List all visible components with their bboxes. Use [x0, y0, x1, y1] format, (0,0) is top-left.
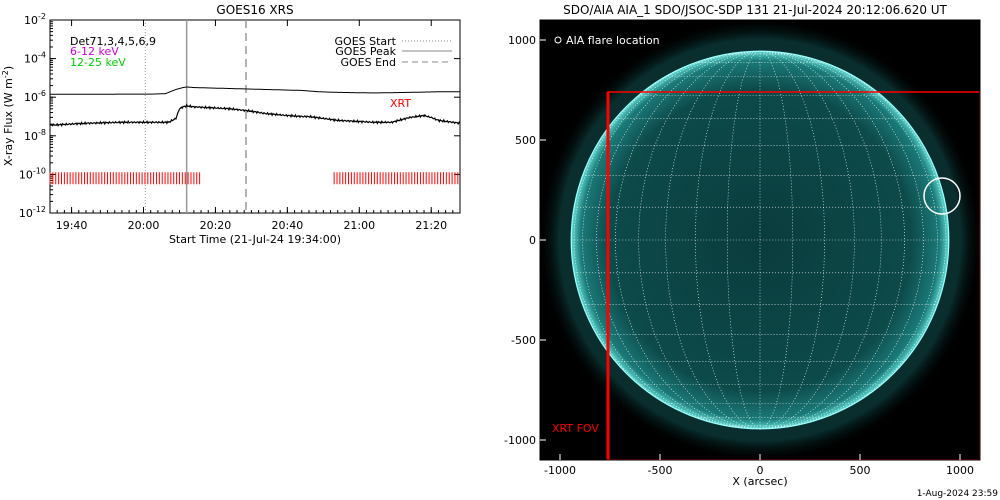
- goes-y-axis-label: X-ray Flux (W m-2): [1, 66, 15, 166]
- legend-left: Det71,3,4,5,6,9 6-12 keV 12-25 keV: [70, 35, 156, 69]
- aia-title: SDO/AIA AIA_1 SDO/JSOC-SDP 131 21-Jul-20…: [563, 3, 947, 17]
- goes-y-tick-label: 10-8: [24, 128, 46, 143]
- legend-detectors: Det71,3,4,5,6,9: [70, 35, 156, 48]
- aia-y-tick-label: 0: [529, 234, 536, 247]
- goes-x-tick-label: 19:40: [56, 219, 88, 232]
- aia-x-axis-label: X (arcsec): [732, 475, 787, 488]
- longitude-line: [665, 50, 761, 430]
- goes-series: [49, 86, 461, 128]
- goes-y-tick-label: 10-6: [24, 89, 46, 104]
- goes-panel: GOES16 XRS 10-2 10-4 10-6 10-8 10-10 10-12 19…: [1, 3, 461, 246]
- longitude-line: [759, 50, 825, 430]
- longitude-line: [638, 50, 761, 430]
- goes-event-lines: [144, 20, 247, 213]
- legend-12-25kev: 12-25 keV: [70, 56, 126, 69]
- goes-x-tick-label: 21:20: [415, 219, 447, 232]
- flare-location-circle: [923, 177, 961, 215]
- aia-y-tick-label: 1000: [508, 34, 536, 47]
- longitude-line: [573, 50, 761, 430]
- goes-y-tick-label: 10-12: [19, 205, 46, 220]
- legend-flare-location: AIA flare location: [566, 34, 660, 47]
- aia-x-axis: -1000 -500 0 500 1000: [544, 454, 974, 477]
- longitude-line: [759, 50, 938, 430]
- goes-y-axis: 10-2 10-4 10-6 10-8 10-10 10-12: [19, 12, 460, 220]
- aia-x-tick-label: -500: [648, 464, 673, 477]
- aia-y-tick-label: -1000: [504, 434, 536, 447]
- xrt-fov-left-edge: [606, 92, 610, 460]
- goes-series-line: [49, 103, 461, 128]
- goes-x-axis-label: Start Time (21-Jul-24 19:34:00): [169, 233, 341, 246]
- goes-x-tick-label: 20:20: [200, 219, 232, 232]
- aia-y-tick-label: -500: [511, 334, 536, 347]
- aia-y-tick-label: 500: [515, 134, 536, 147]
- goes-y-tick-label: 10-2: [24, 12, 46, 27]
- goes-y-tick-label: 10-4: [24, 51, 46, 66]
- xrt-coverage-ticks: [49, 172, 459, 185]
- goes-series-line: [50, 86, 460, 95]
- aia-x-tick-label: 500: [850, 464, 871, 477]
- legend-goes-peak: GOES Peak: [335, 45, 396, 58]
- longitude-line: [695, 50, 761, 430]
- goes-plot-frame: [49, 19, 461, 214]
- goes-x-tick-label: 21:00: [343, 219, 375, 232]
- longitude-line: [759, 50, 855, 430]
- legend-flare-marker: [554, 36, 562, 44]
- xrt-label: XRT: [390, 97, 411, 110]
- legend-goes-end: GOES End: [340, 56, 396, 69]
- heliographic-grid: [570, 50, 950, 430]
- generation-timestamp: 1-Aug-2024 23:59: [917, 489, 999, 499]
- goes-y-tick-label: 10-10: [19, 166, 46, 181]
- legend-right: GOES Start GOES Peak GOES End: [335, 35, 452, 69]
- legend-6-12kev: 6-12 keV: [70, 45, 119, 58]
- longitude-line: [582, 50, 761, 430]
- aia-x-tick-label: 1000: [946, 464, 974, 477]
- xrt-fov-label: XRT FOV: [552, 422, 599, 435]
- aia-x-tick-label: -1000: [544, 464, 576, 477]
- aia-x-tick-label: 0: [757, 464, 764, 477]
- goes-title: GOES16 XRS: [216, 3, 293, 17]
- goes-x-axis: 19:40 20:00 20:20 20:40 21:00 21:20: [49, 20, 461, 232]
- legend-goes-start: GOES Start: [335, 35, 397, 48]
- goes-x-tick-label: 20:40: [272, 219, 304, 232]
- longitude-line: [759, 50, 947, 430]
- solar-disk: [571, 51, 949, 429]
- aia-panel: SDO/AIA AIA_1 SDO/JSOC-SDP 131 21-Jul-20…: [504, 3, 981, 488]
- aia-y-axis: 1000 500 0 -500 -1000: [504, 34, 546, 447]
- goes-x-tick-label: 20:00: [128, 219, 160, 232]
- solar-limb: [570, 50, 950, 430]
- longitude-line: [759, 50, 882, 430]
